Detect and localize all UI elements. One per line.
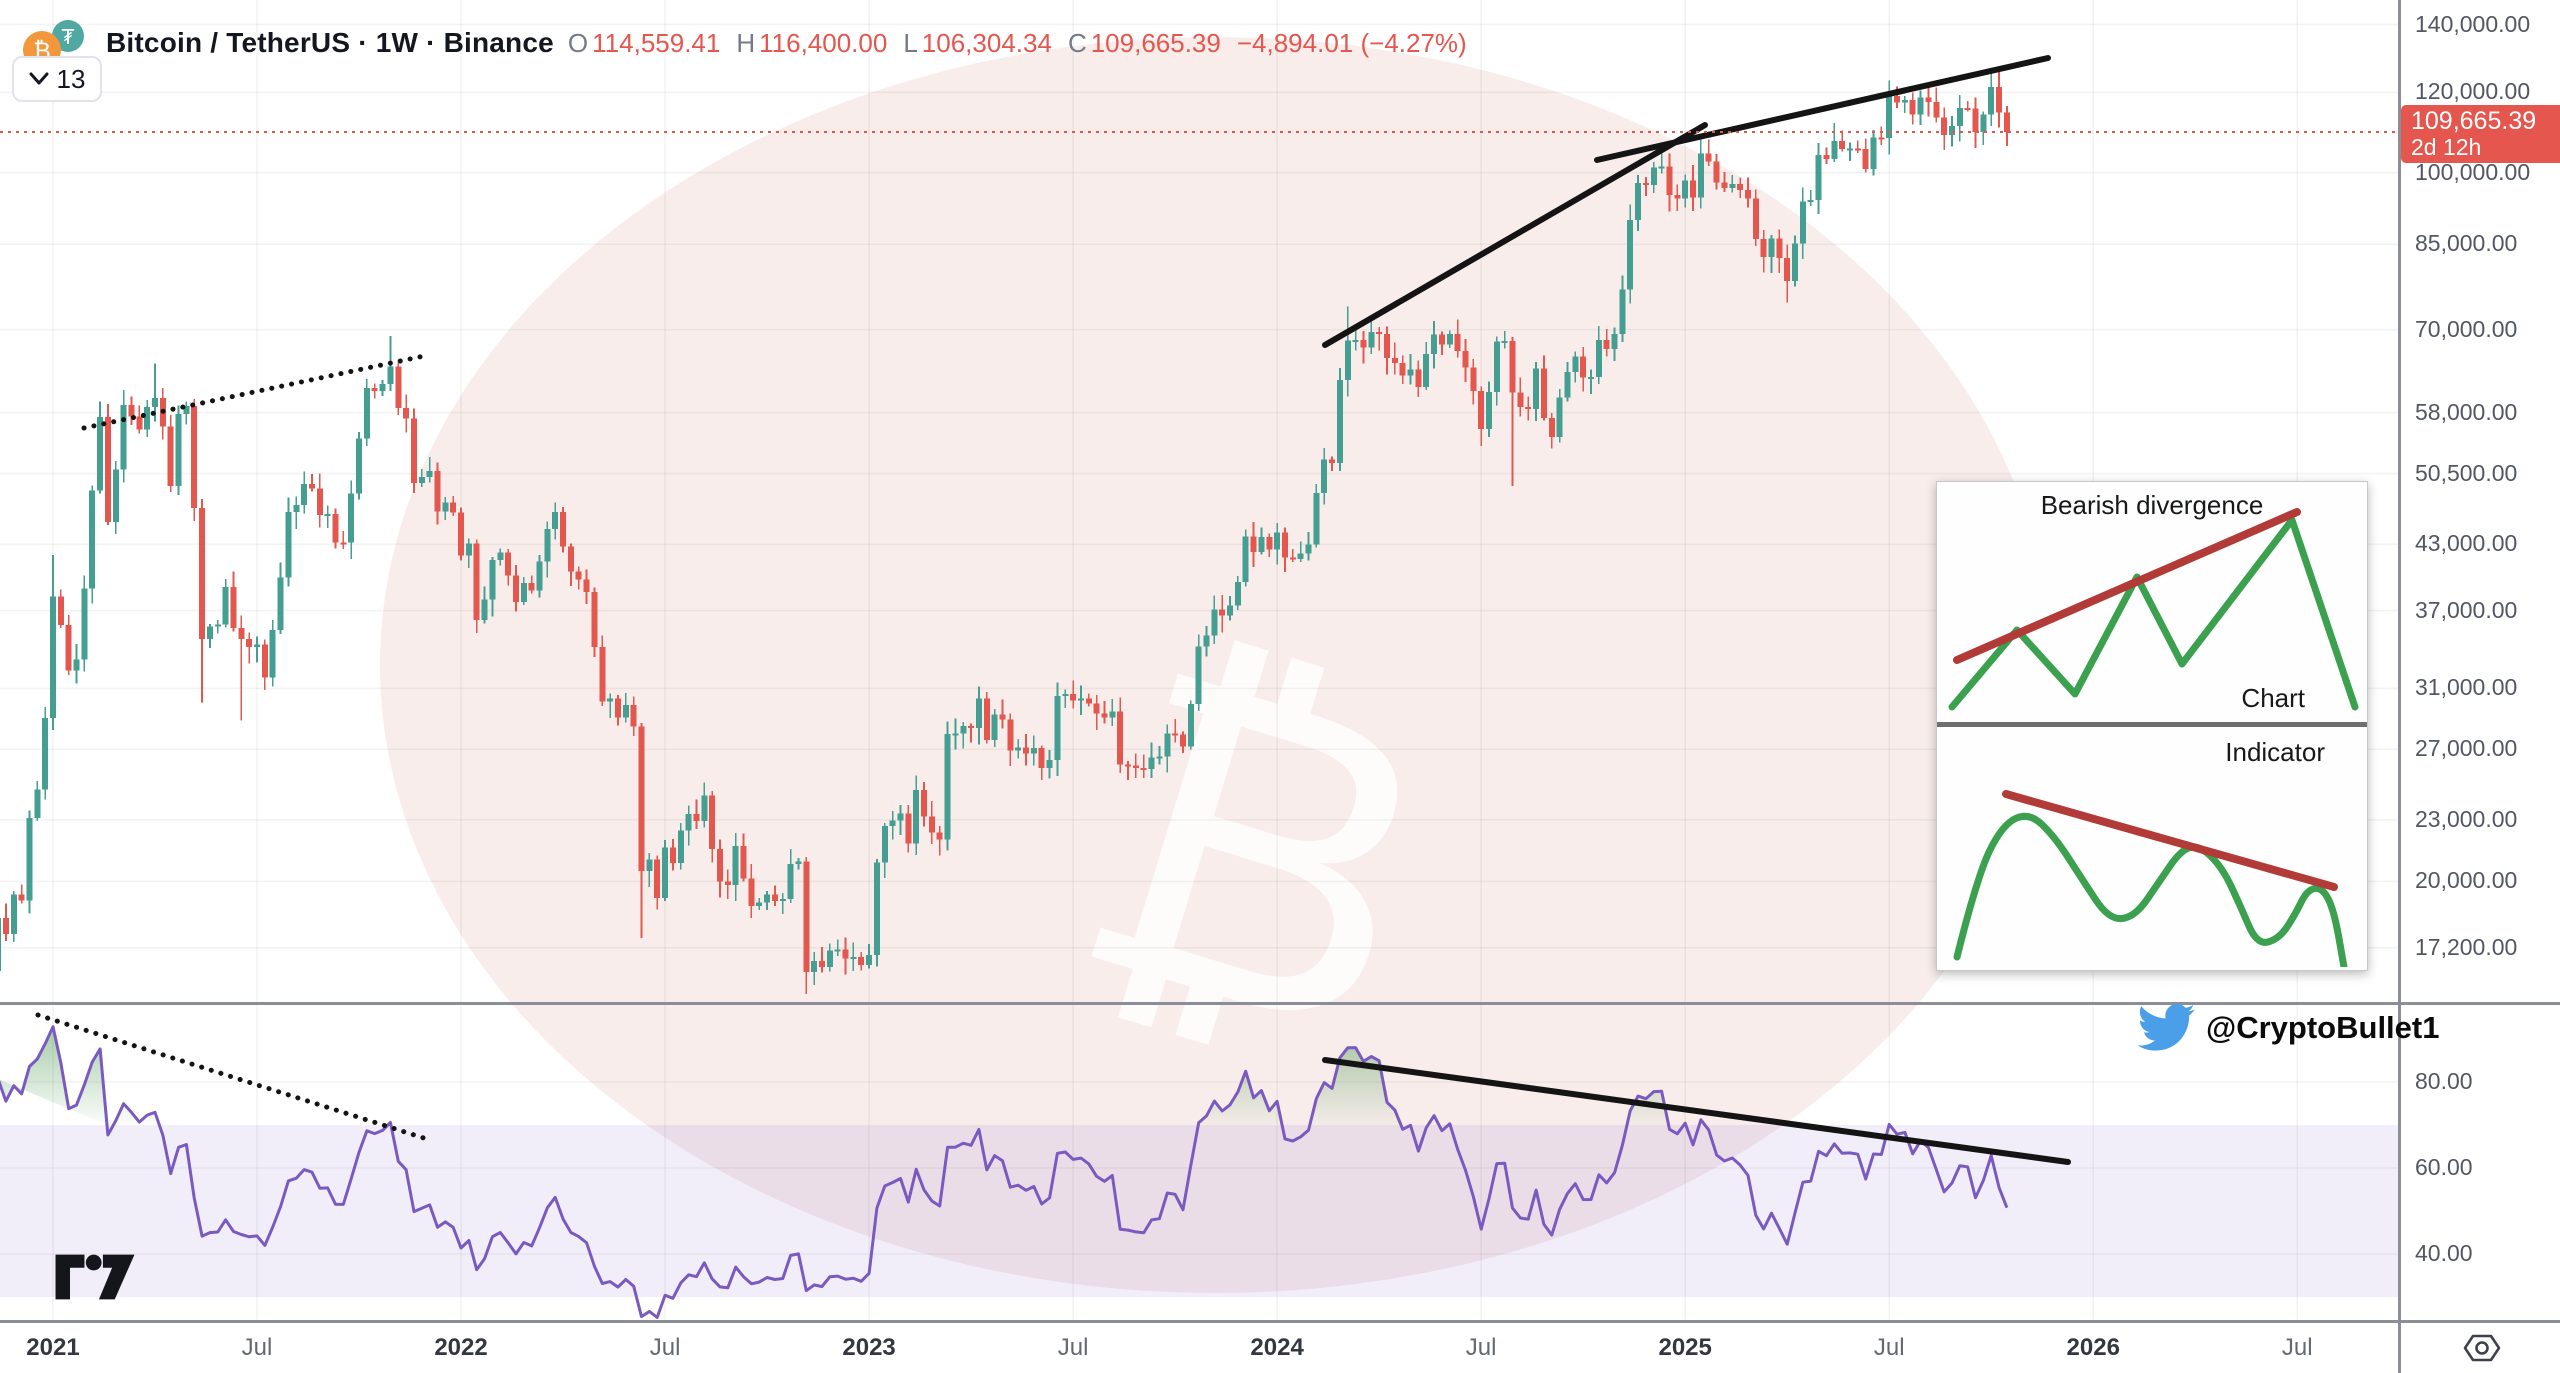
low-label: L [903,28,917,59]
time-axis-label: Jul [650,1334,681,1362]
rsi-axis-label: 80.00 [2415,1068,2473,1095]
high-value: 116,400.00 [759,28,887,59]
chevron-down-icon [29,72,49,86]
inset-chart-label: Chart [2241,683,2305,714]
rsi-axis-label: 40.00 [2415,1240,2473,1267]
time-axis-label: Jul [242,1334,273,1362]
hidden-indicators-button[interactable]: 13 [12,56,102,102]
time-axis-label: Jul [1058,1334,1089,1362]
axis-settings-icon[interactable] [2460,1330,2504,1366]
bearish-divergence-inset: Bearish divergence Chart Indicator [1936,481,2368,971]
price-axis-label: 43,000.00 [2415,530,2517,557]
time-axis-label: Jul [2282,1334,2313,1362]
time-axis-label: 2026 [2067,1334,2120,1362]
trendline-price-rally-b[interactable] [1597,58,2048,160]
close-value: 109,665.39 [1091,28,1221,59]
price-axis[interactable]: 140,000.00120,000.00100,000.0085,000.007… [2401,0,2560,1322]
twitter-credit: @CryptoBullet1 [2138,1004,2439,1052]
last-price-value: 109,665.39 [2411,108,2560,135]
time-axis-label: 2021 [26,1334,79,1362]
price-axis-label: 140,000.00 [2415,11,2530,38]
last-price-badge[interactable]: 109,665.39 2d 12h [2401,105,2560,163]
price-axis-divider[interactable] [2398,0,2401,1373]
price-axis-label: 120,000.00 [2415,78,2530,105]
price-axis-label: 50,500.00 [2415,460,2517,487]
tradingview-logo-icon [52,1252,138,1302]
inset-indicator-label: Indicator [2225,737,2325,768]
ohlc-values: O114,559.41 H116,400.00 L106,304.34 C109… [568,28,1467,59]
svg-text:₮: ₮ [62,25,75,49]
change-value: −4,894.01 (−4.27%) [1237,28,1467,59]
price-axis-label: 23,000.00 [2415,806,2517,833]
price-axis-label: 31,000.00 [2415,674,2517,701]
time-axis-label: 2023 [842,1334,895,1362]
time-axis-label: 2024 [1250,1334,1303,1362]
time-axis-label: Jul [1874,1334,1905,1362]
time-axis-label: 2022 [434,1334,487,1362]
hidden-indicators-count: 13 [57,64,86,95]
price-axis-label: 58,000.00 [2415,399,2517,426]
time-axis-label: Jul [1466,1334,1497,1362]
twitter-handle: @CryptoBullet1 [2206,1010,2439,1046]
price-axis-label: 27,000.00 [2415,735,2517,762]
symbol-title[interactable]: Bitcoin / TetherUS · 1W · Binance [106,27,554,59]
bar-countdown: 2d 12h [2411,135,2560,159]
time-axis-label: 2025 [1658,1334,1711,1362]
open-value: 114,559.41 [592,28,720,59]
price-axis-label: 85,000.00 [2415,230,2517,257]
trendline-price-2021-dotted[interactable] [84,356,424,428]
rsi-axis-label: 60.00 [2415,1154,2473,1181]
price-axis-label: 20,000.00 [2415,867,2517,894]
price-axis-label: 37,000.00 [2415,597,2517,624]
price-axis-label: 70,000.00 [2415,316,2517,343]
chart-window: ₿ ₮ ₿ Bitcoin / TetherUS · 1W · Binance … [0,0,2560,1373]
high-label: H [736,28,755,59]
open-label: O [568,28,588,59]
inset-title: Bearish divergence [1937,490,2367,521]
inset-chart-panel: Bearish divergence Chart [1937,482,2367,722]
time-axis[interactable]: 2021 Jul 2022 Jul 2023 Jul 2024 Jul 2025 Jul 2026 J… [0,1322,2560,1373]
price-axis-label: 17,200.00 [2415,934,2517,961]
time-axis-divider [0,1320,2560,1323]
inset-indicator-panel: Indicator [1937,727,2367,967]
low-value: 106,304.34 [922,28,1052,59]
close-label: C [1068,28,1087,59]
twitter-icon [2138,1004,2196,1052]
symbol-legend[interactable]: ₮ ₿ Bitcoin / TetherUS · 1W · Binance O1… [14,14,1467,72]
